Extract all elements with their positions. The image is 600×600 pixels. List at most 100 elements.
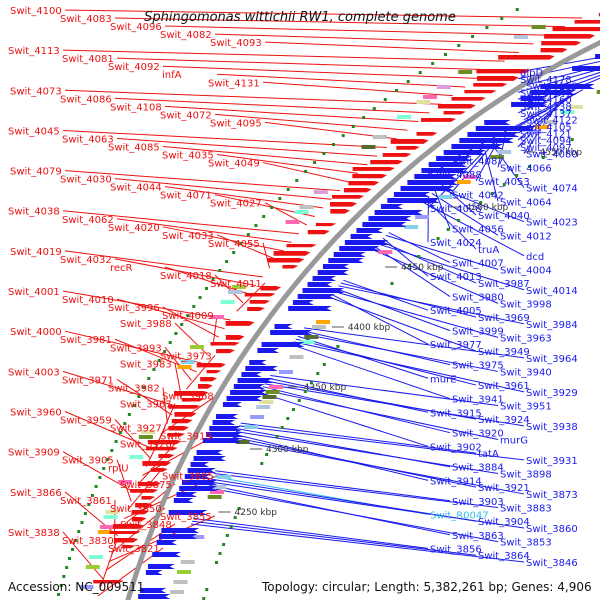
feature-color-box	[244, 425, 259, 429]
gene-label-reverse: Swit_3938	[526, 422, 578, 433]
gc-dot	[446, 228, 450, 231]
gc-dot	[297, 399, 301, 402]
connector-line	[388, 232, 451, 264]
connector-line	[114, 17, 566, 28]
reverse-gene-arrow	[328, 258, 364, 263]
connector-line	[449, 148, 490, 195]
gene-label-reverse: Swit_4005	[430, 306, 482, 317]
reverse-gene-arrow	[176, 492, 198, 497]
gene-label-forward: Swit_4113	[8, 46, 60, 57]
reverse-gene-arrow	[520, 96, 548, 101]
gene-label-forward: Swit_4001	[8, 287, 60, 298]
forward-gene-arrow	[137, 482, 162, 487]
gc-dot	[570, 138, 574, 141]
connector-line	[116, 298, 225, 330]
feature-color-box	[436, 85, 451, 89]
connector-line	[114, 258, 257, 287]
tick-label: 4400 kbp	[348, 323, 391, 333]
reverse-gene-arrow	[226, 396, 263, 401]
gene-label-reverse: Swit_3969	[478, 313, 530, 324]
gc-dot	[316, 372, 320, 375]
gene-label-reverse: Swit_3915	[430, 408, 482, 419]
forward-gene-arrow	[352, 167, 395, 171]
connector-line	[97, 547, 164, 597]
reverse-gene-arrow	[302, 288, 345, 293]
connector-line	[338, 285, 525, 325]
reverse-gene-arrow	[459, 138, 514, 143]
forward-gene-arrow	[437, 104, 476, 109]
gc-dot	[110, 449, 114, 452]
reverse-gene-arrow	[475, 126, 535, 131]
connector-line	[259, 391, 429, 447]
gc-dot	[114, 440, 118, 443]
gene-label-forward: Swit_3959	[60, 416, 112, 427]
connector-line	[371, 248, 499, 304]
gene-label-forward: Swit_4082	[160, 30, 212, 41]
connector-line	[174, 322, 208, 355]
connector-line	[262, 242, 271, 269]
gc-dot	[265, 453, 269, 456]
feature-color-box	[416, 100, 431, 104]
forward-gene-arrow	[200, 377, 217, 382]
reverse-gene-arrow	[156, 540, 178, 545]
reverse-gene-arrow	[380, 204, 404, 209]
reverse-strand-track	[138, 54, 600, 599]
gene-label-reverse: Swit_3999	[452, 327, 504, 338]
gc-dot	[94, 485, 98, 488]
gene-label-forward: Swit_4071	[160, 191, 212, 202]
gene-label-forward: Swit_4063	[62, 134, 114, 145]
gc-dot	[65, 566, 69, 569]
feature-color-box	[79, 585, 94, 589]
feature-color-box	[207, 495, 222, 499]
gene-label-reverse: Swit_3987	[478, 279, 530, 290]
forward-gene-arrow	[158, 454, 175, 458]
reverse-gene-arrow	[190, 462, 210, 467]
tick-label: 4450 kbp	[401, 263, 444, 273]
gene-label-forward: Swit_4131	[208, 78, 260, 89]
reverse-gene-arrow	[350, 234, 373, 239]
connector-line	[421, 201, 525, 257]
reverse-gene-arrow	[540, 84, 595, 89]
gene-label-reverse: Swit_4080	[526, 150, 578, 161]
connector-line	[293, 341, 525, 393]
forward-gene-arrow	[131, 510, 150, 515]
gene-label-reverse: Swit_4024	[430, 238, 482, 249]
gene-label-reverse: Swit_3961	[478, 381, 530, 392]
gene-label-reverse: Swit_4105	[520, 122, 572, 133]
forward-gene-arrow	[113, 538, 139, 543]
gene-label-forward: Swit_3848	[120, 520, 172, 531]
gene-label-forward: Swit_3821	[108, 544, 160, 555]
forward-gene-arrow	[173, 391, 209, 396]
gc-dot	[62, 575, 66, 578]
forward-gene-arrow	[332, 195, 365, 199]
tick-label: 4350 kbp	[304, 383, 347, 393]
connector-line	[299, 332, 499, 372]
forward-gene-arrow	[544, 34, 595, 39]
gene-label-reverse: Swit_3998	[500, 299, 552, 310]
gene-label-reverse: Swit_3856	[430, 544, 482, 555]
gene-label-forward: Swit_3982	[108, 383, 160, 394]
gene-label-forward: Swit_4073	[10, 86, 62, 97]
gene-label-reverse: Swit_3898	[500, 470, 552, 481]
forward-gene-arrow	[109, 531, 141, 535]
connector-line	[424, 198, 477, 250]
forward-gene-arrow	[282, 265, 299, 269]
gene-label-reverse: Swit_3929	[526, 388, 578, 399]
connector-line	[62, 370, 177, 407]
reverse-gene-arrow	[237, 378, 274, 383]
feature-color-box	[170, 590, 185, 594]
reverse-gene-arrow	[511, 102, 549, 107]
forward-gene-arrow	[382, 153, 412, 157]
gene-label-reverse: Swit_3980	[452, 293, 504, 304]
gene-label-reverse: Swit_3864	[478, 551, 530, 562]
gc-dot	[106, 458, 110, 461]
forward-gene-arrow	[146, 447, 178, 451]
connector-line	[239, 425, 525, 461]
feature-color-box	[596, 90, 600, 94]
connector-line	[64, 89, 441, 105]
gene-label-forward: Swit_3830	[62, 536, 114, 547]
connector-line	[114, 178, 332, 200]
connector-line	[116, 378, 173, 416]
forward-gene-arrow	[135, 503, 153, 508]
